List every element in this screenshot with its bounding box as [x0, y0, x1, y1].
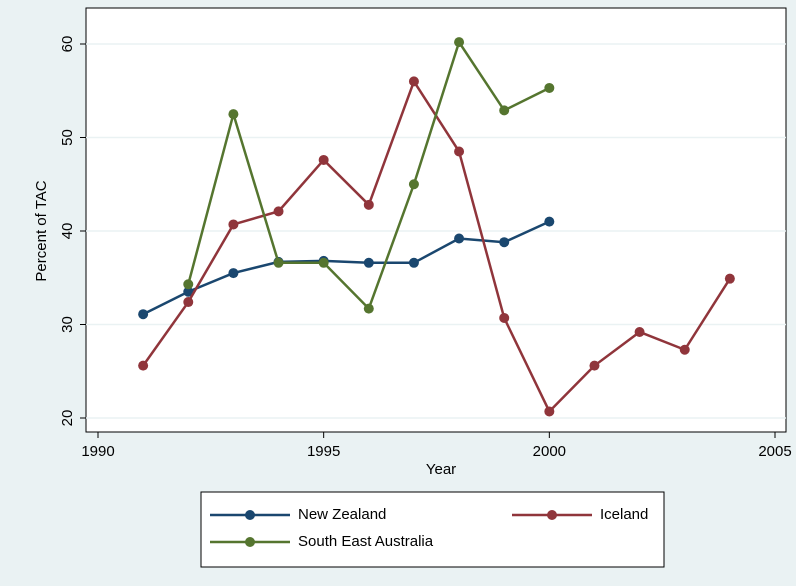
legend-marker: [547, 510, 557, 520]
data-point: [408, 179, 419, 190]
x-tick-label: 1990: [81, 443, 114, 460]
legend-marker: [245, 510, 255, 520]
data-point: [544, 216, 555, 227]
legend-label: New Zealand: [298, 506, 386, 523]
legend-label: South East Australia: [298, 533, 434, 550]
data-point: [363, 303, 374, 314]
y-tick-label: 30: [59, 316, 76, 333]
y-tick-label: 60: [59, 36, 76, 53]
data-point: [318, 257, 329, 268]
data-point: [183, 286, 194, 297]
data-point: [183, 279, 194, 290]
data-point: [273, 257, 284, 268]
legend: [200, 491, 665, 568]
data-point: [724, 273, 735, 284]
x-tick-label: 1995: [307, 443, 340, 460]
x-tick-label: 2005: [758, 443, 791, 460]
data-point: [544, 406, 555, 417]
plot-area: [85, 7, 787, 433]
data-point: [318, 154, 329, 165]
data-point: [363, 257, 374, 268]
data-point: [183, 297, 194, 308]
x-axis-title: Year: [426, 461, 456, 478]
data-point: [634, 326, 645, 337]
legend-marker: [245, 537, 255, 547]
y-axis-title: Percent of TAC: [33, 180, 50, 281]
data-point: [454, 146, 465, 157]
data-point: [589, 360, 600, 371]
data-point: [408, 76, 419, 87]
data-point: [408, 257, 419, 268]
y-tick-label: 50: [59, 129, 76, 146]
data-point: [228, 219, 239, 230]
y-tick-label: 40: [59, 223, 76, 240]
data-point: [454, 37, 465, 48]
data-point: [679, 344, 690, 355]
data-point: [499, 105, 510, 116]
data-point: [228, 268, 239, 279]
data-point: [363, 199, 374, 210]
y-tick-label: 20: [59, 410, 76, 427]
data-point: [544, 82, 555, 93]
data-point: [138, 360, 149, 371]
x-tick-label: 2000: [533, 443, 566, 460]
data-point: [138, 309, 149, 320]
data-point: [499, 237, 510, 248]
data-point: [499, 312, 510, 323]
series-line: [142, 220, 550, 316]
data-point: [228, 109, 239, 120]
data-point: [273, 206, 284, 217]
legend-label: Iceland: [600, 506, 648, 523]
data-point: [454, 233, 465, 244]
